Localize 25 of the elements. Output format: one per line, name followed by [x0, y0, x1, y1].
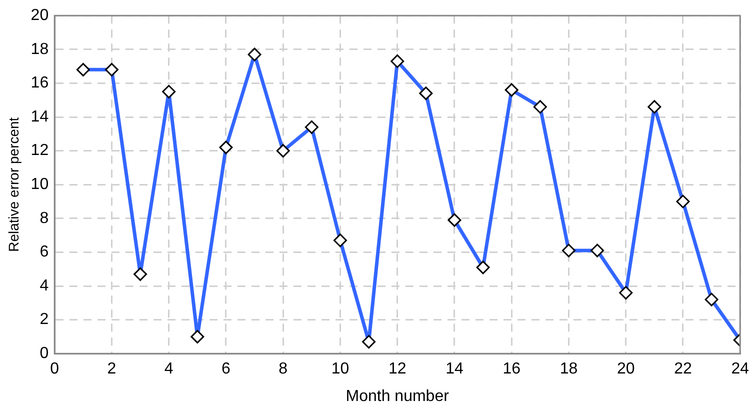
x-tick-label: 18 [560, 360, 578, 378]
x-tick-label: 10 [331, 360, 350, 378]
y-tick-label: 10 [30, 176, 49, 194]
y-tick-label: 16 [30, 74, 49, 92]
x-tick-label: 6 [222, 360, 231, 378]
x-tick-label: 16 [502, 360, 521, 378]
x-tick-label: 14 [446, 360, 464, 378]
y-tick-label: 18 [30, 40, 49, 58]
y-tick-label: 4 [40, 277, 49, 294]
y-tick-label: 20 [30, 7, 49, 24]
y-tick-label: 6 [40, 244, 49, 261]
y-tick-label: 2 [40, 311, 49, 328]
x-tick-label: 22 [674, 360, 692, 378]
x-axis-title: Month number [346, 388, 450, 405]
y-tick-label: 8 [40, 210, 49, 227]
x-tick-label: 8 [278, 360, 288, 378]
x-tick-label: 2 [107, 360, 116, 378]
y-tick-label: 12 [30, 142, 49, 160]
x-tick-label: 20 [616, 360, 635, 378]
x-tick-label: 12 [388, 360, 406, 378]
y-axis-title: Relative error percent [5, 117, 22, 252]
y-tick-label: 0 [40, 345, 49, 362]
y-tick-label: 14 [30, 108, 49, 126]
x-tick-label: 24 [731, 360, 750, 378]
x-tick-label: 4 [164, 360, 174, 378]
